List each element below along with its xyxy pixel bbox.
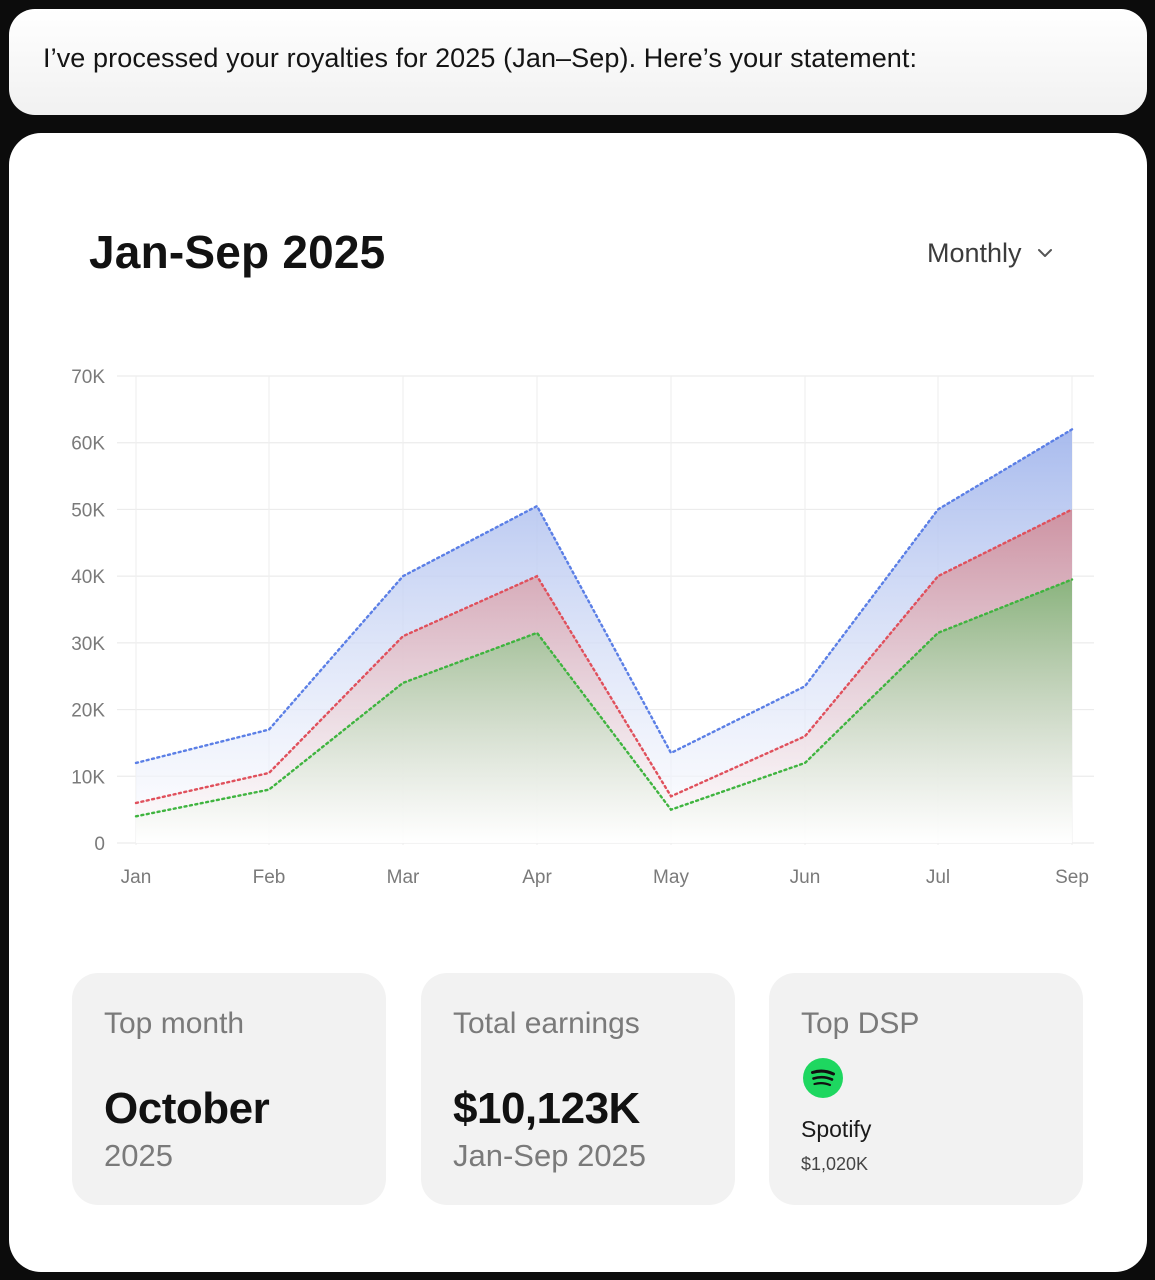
earnings-area-chart: 0 10K 20K 30K 40K 50K 60K 70K Jan Feb Mar Apr May Jun… xyxy=(71,367,1094,888)
y-tick-label: 40K xyxy=(71,567,105,588)
spotify-icon xyxy=(803,1058,843,1098)
total-earnings-value: $10,123K xyxy=(453,1084,640,1133)
x-tick-label: Apr xyxy=(522,867,552,888)
assistant-message: I’ve processed your royalties for 2025 (… xyxy=(9,9,1147,115)
top-dsp-name: Spotify xyxy=(801,1116,872,1142)
period-dropdown-value: Monthly xyxy=(927,237,1022,268)
statement-title: Jan-Sep 2025 xyxy=(89,226,386,278)
message-text: I’ve processed your royalties for 2025 (… xyxy=(43,43,918,73)
y-tick-label: 70K xyxy=(71,367,105,388)
total-earnings-label: Total earnings xyxy=(453,1007,640,1040)
x-tick-label: May xyxy=(653,867,689,888)
series-3-area xyxy=(136,579,1072,843)
y-tick-label: 30K xyxy=(71,634,105,655)
series-2-line xyxy=(134,508,1074,805)
series-3-line xyxy=(134,578,1074,818)
chart-axis-labels: 0 10K 20K 30K 40K 50K 60K 70K Jan Feb Mar Apr May Jun… xyxy=(71,367,1089,888)
y-tick-label: 20K xyxy=(71,701,105,722)
top-month-year: 2025 xyxy=(104,1138,173,1173)
x-tick-label: Mar xyxy=(387,867,420,888)
top-month-card: Top month October 2025 xyxy=(72,973,386,1205)
total-earnings-period: Jan-Sep 2025 xyxy=(453,1138,647,1173)
top-dsp-card: Top DSP Spotify $1,020K xyxy=(769,973,1083,1205)
top-month-label: Top month xyxy=(104,1007,245,1040)
top-dsp-amount: $1,020K xyxy=(801,1154,869,1174)
series-1-line xyxy=(134,428,1074,765)
x-tick-label: Jul xyxy=(926,867,950,888)
x-tick-label: Sep xyxy=(1055,867,1089,888)
y-tick-label: 10K xyxy=(71,767,105,788)
x-tick-label: Feb xyxy=(253,867,286,888)
royalty-statement-card: Jan-Sep 2025 Monthly xyxy=(9,133,1147,1272)
y-tick-label: 0 xyxy=(94,834,105,855)
top-month-value: October xyxy=(104,1084,270,1133)
chevron-down-icon xyxy=(1037,249,1052,257)
x-tick-label: Jun xyxy=(790,867,821,888)
y-tick-label: 60K xyxy=(71,434,105,455)
y-tick-label: 50K xyxy=(71,500,105,521)
x-tick-label: Jan xyxy=(121,867,152,888)
chart-areas xyxy=(136,429,1072,843)
top-dsp-label: Top DSP xyxy=(801,1007,920,1040)
chart-lines xyxy=(134,428,1074,818)
period-dropdown[interactable]: Monthly xyxy=(927,233,1054,273)
total-earnings-card: Total earnings $10,123K Jan-Sep 2025 xyxy=(421,973,735,1205)
